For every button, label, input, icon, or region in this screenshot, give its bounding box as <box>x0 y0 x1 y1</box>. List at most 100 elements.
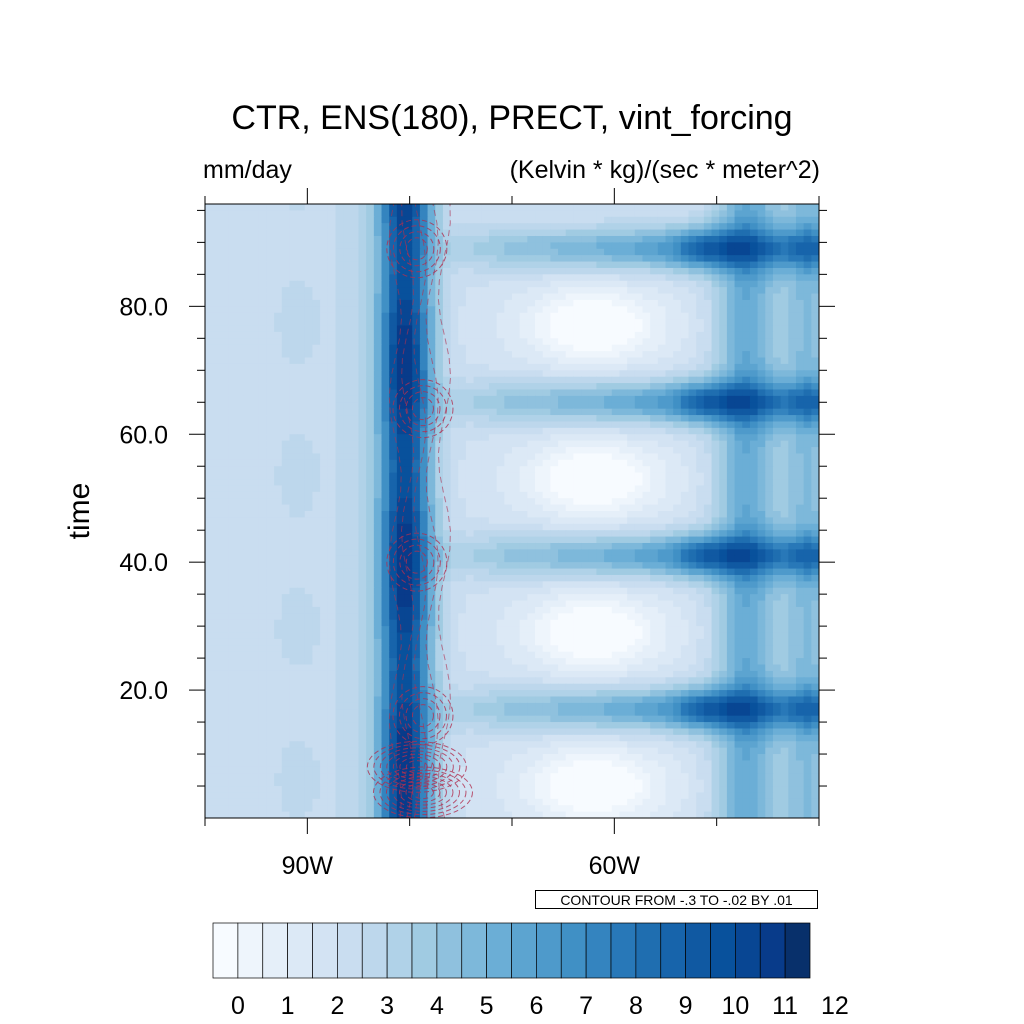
field-cell <box>465 440 475 448</box>
field-cell <box>795 549 805 557</box>
field-cell <box>711 453 720 461</box>
field-cell <box>320 299 329 307</box>
field-cell <box>696 287 705 295</box>
field-cell <box>611 447 621 455</box>
field-cell <box>312 274 321 282</box>
field-cell <box>527 389 536 397</box>
field-cell <box>565 280 574 288</box>
field-cell <box>811 555 819 563</box>
field-cell <box>527 402 536 410</box>
field-cell <box>604 344 613 352</box>
field-cell <box>542 427 551 435</box>
field-cell <box>573 447 582 455</box>
field-cell <box>780 223 789 231</box>
field-cell <box>565 363 574 371</box>
field-cell <box>251 530 260 538</box>
field-cell <box>481 594 490 602</box>
field-cell <box>274 235 283 243</box>
field-cell <box>220 574 229 582</box>
field-cell <box>212 427 221 435</box>
field-cell <box>435 504 444 512</box>
field-cell <box>251 383 260 391</box>
field-cell <box>588 370 598 378</box>
field-cell <box>366 549 375 557</box>
field-cell <box>481 261 490 269</box>
field-cell <box>320 511 329 518</box>
field-cell <box>458 280 467 288</box>
field-cell <box>519 331 528 339</box>
field-cell <box>504 319 513 327</box>
field-cell <box>458 216 467 224</box>
field-cell <box>312 370 321 378</box>
field-cell <box>680 216 690 224</box>
field-cell <box>205 555 214 563</box>
field-cell <box>258 491 268 499</box>
field-cell <box>289 459 298 467</box>
field-cell <box>435 517 444 525</box>
field-cell <box>289 472 298 480</box>
field-cell <box>289 447 298 455</box>
field-cell <box>274 357 283 365</box>
field-cell <box>780 549 789 557</box>
field-cell <box>412 600 421 608</box>
field-cell <box>734 299 743 307</box>
field-cell <box>435 440 444 448</box>
field-cell <box>412 574 421 582</box>
field-cell <box>297 331 306 339</box>
field-cell <box>558 530 567 538</box>
field-cell <box>604 568 613 576</box>
field-cell <box>373 351 383 359</box>
field-cell <box>481 498 490 506</box>
field-cell <box>542 242 551 250</box>
field-cell <box>281 536 291 544</box>
field-cell <box>757 235 766 243</box>
field-cell <box>795 383 805 391</box>
field-cell <box>496 453 505 461</box>
field-cell <box>327 491 337 499</box>
field-cell <box>281 357 291 365</box>
field-cell <box>235 517 244 525</box>
field-cell <box>527 549 536 557</box>
field-cell <box>673 229 682 237</box>
field-cell <box>803 306 812 314</box>
field-cell <box>381 459 390 467</box>
field-cell <box>742 325 751 333</box>
field-cell <box>527 351 536 359</box>
field-cell <box>366 299 375 307</box>
field-cell <box>726 562 736 570</box>
field-cell <box>703 280 713 288</box>
field-cell <box>811 395 819 403</box>
field-cell <box>803 383 812 391</box>
field-cell <box>366 517 375 525</box>
field-cell <box>772 389 782 397</box>
field-cell <box>458 223 467 231</box>
field-cell <box>389 421 398 429</box>
field-cell <box>627 351 636 359</box>
field-cell <box>312 485 321 493</box>
field-cell <box>312 574 321 582</box>
field-cell <box>389 466 398 474</box>
field-cell <box>412 280 421 288</box>
field-cell <box>772 248 782 256</box>
field-cell <box>719 459 728 467</box>
field-cell <box>220 280 229 288</box>
field-cell <box>496 319 505 327</box>
field-cell <box>205 536 214 544</box>
field-cell <box>465 511 475 518</box>
field-cell <box>811 517 819 525</box>
field-cell <box>427 267 436 275</box>
field-cell <box>205 523 214 531</box>
field-cell <box>604 229 613 237</box>
field-cell <box>389 530 398 538</box>
field-cell <box>304 453 314 461</box>
field-cell <box>320 216 329 224</box>
field-cell <box>205 376 214 384</box>
field-cell <box>512 357 521 365</box>
field-cell <box>504 248 513 256</box>
field-cell <box>795 344 805 352</box>
field-cell <box>289 427 298 435</box>
field-cell <box>803 466 812 474</box>
field-cell <box>228 389 237 397</box>
field-cell <box>673 517 682 525</box>
field-cell <box>703 261 713 269</box>
